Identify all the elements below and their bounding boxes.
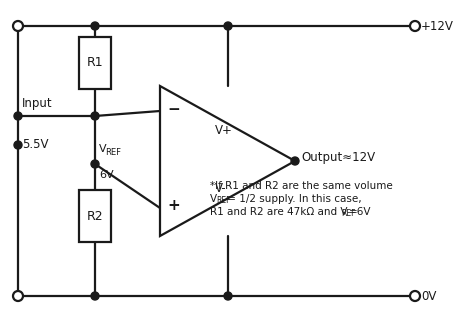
Polygon shape (160, 86, 295, 236)
Bar (79, 37, 111, 89)
Text: R1: R1 (87, 57, 103, 70)
Text: V+: V+ (215, 125, 233, 137)
Circle shape (224, 22, 232, 30)
Circle shape (14, 141, 22, 149)
Text: REF: REF (341, 209, 356, 218)
Circle shape (13, 21, 23, 31)
Circle shape (91, 292, 99, 300)
Circle shape (14, 112, 22, 120)
Circle shape (224, 292, 232, 300)
Text: = 1/2 supply. In this case,: = 1/2 supply. In this case, (224, 194, 362, 204)
Text: REF: REF (216, 196, 230, 205)
Circle shape (13, 291, 23, 301)
Text: REF: REF (105, 148, 121, 157)
Text: 6V: 6V (99, 170, 114, 180)
Circle shape (91, 112, 99, 120)
Text: R1 and R2 are 47kΩ and V: R1 and R2 are 47kΩ and V (210, 207, 347, 217)
Circle shape (91, 160, 99, 168)
Text: V: V (210, 194, 217, 204)
Text: Output≈12V: Output≈12V (301, 150, 375, 163)
Text: V: V (99, 144, 107, 154)
Circle shape (91, 22, 99, 30)
Text: *If R1 and R2 are the same volume: *If R1 and R2 are the same volume (210, 181, 393, 191)
Text: R2: R2 (87, 210, 103, 222)
Circle shape (410, 21, 420, 31)
Text: Input: Input (22, 97, 53, 110)
Bar (79, 190, 111, 242)
Circle shape (410, 291, 420, 301)
Text: 5.5V: 5.5V (22, 138, 48, 151)
Circle shape (291, 157, 299, 165)
Text: −: − (167, 101, 180, 117)
Text: +12V: +12V (421, 20, 454, 33)
Text: 0V: 0V (421, 289, 437, 302)
Text: =6V: =6V (349, 207, 372, 217)
Text: +: + (167, 198, 180, 214)
Text: V-: V- (215, 183, 227, 196)
